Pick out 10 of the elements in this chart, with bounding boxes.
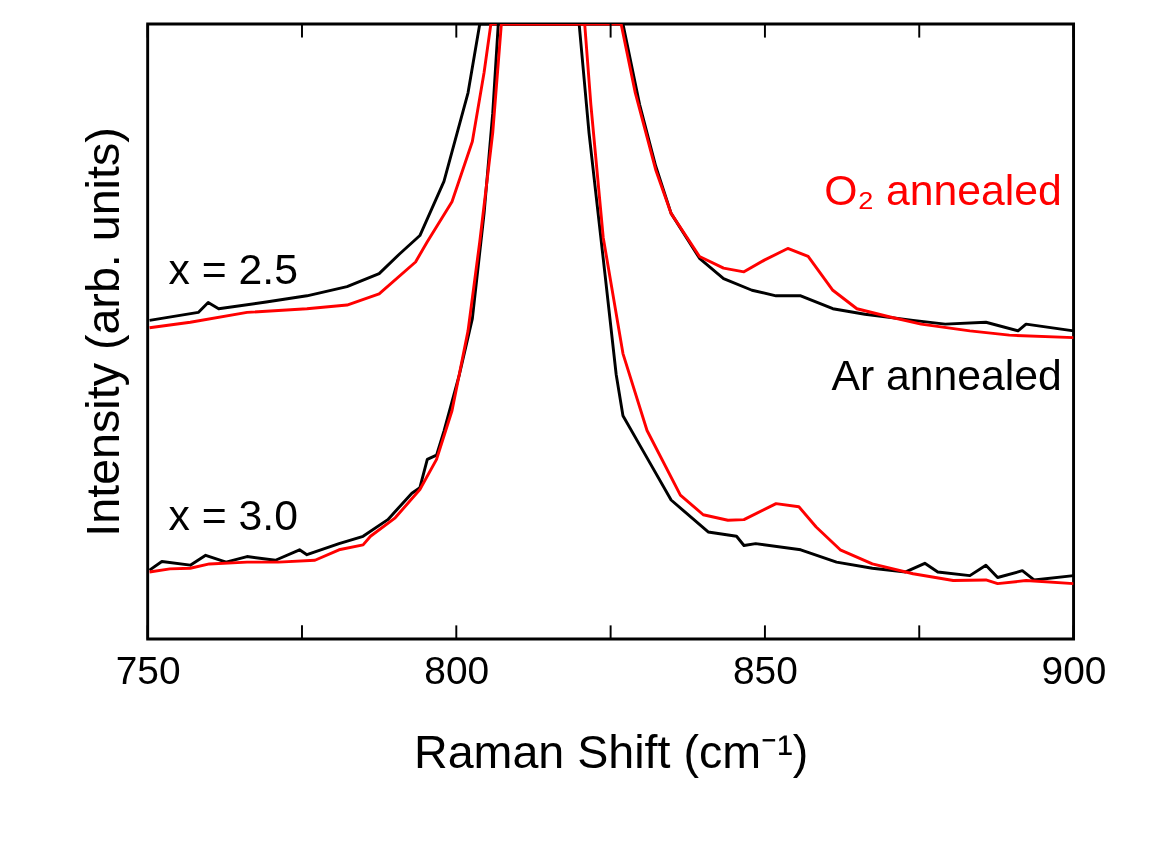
x-tick-label: 800 bbox=[424, 649, 490, 693]
x-tick-label: 900 bbox=[1041, 649, 1107, 693]
x-tick-label: 750 bbox=[115, 649, 181, 693]
series-label: Ar annealed bbox=[831, 351, 1062, 400]
x-tick-label: 850 bbox=[733, 649, 798, 693]
y-axis-title: Intensity (arb. units) bbox=[77, 127, 130, 537]
series-label: O₂ annealed bbox=[824, 165, 1062, 214]
annotation: x = 3.0 bbox=[168, 491, 298, 540]
x-axis-title: Raman Shift (cm⁻¹) bbox=[413, 725, 809, 778]
annotation: x = 2.5 bbox=[168, 245, 298, 294]
